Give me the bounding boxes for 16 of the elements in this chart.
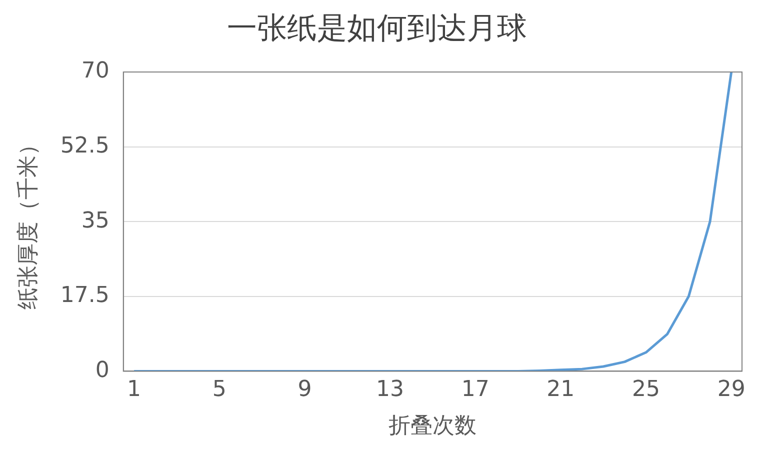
x-axis-title: 折叠次数 xyxy=(388,414,477,439)
y-axis-title: 纸张厚度（千米） xyxy=(16,134,41,310)
x-tick-label: 5 xyxy=(212,377,226,402)
x-tick-label: 17 xyxy=(461,377,490,402)
x-tick-label: 25 xyxy=(632,377,660,402)
x-tick-label: 9 xyxy=(298,377,312,402)
x-tick-label: 29 xyxy=(717,377,746,402)
y-tick-label: 17.5 xyxy=(60,283,110,308)
chart-title: 一张纸是如何到达月球 xyxy=(227,10,527,46)
x-tick-label: 21 xyxy=(546,377,575,402)
x-tick-label: 1 xyxy=(127,377,142,402)
y-tick-label: 0 xyxy=(95,358,110,383)
y-tick-label: 35 xyxy=(81,208,110,234)
x-tick-label: 13 xyxy=(376,377,404,402)
y-tick-label: 70 xyxy=(81,58,110,84)
y-tick-label: 52.5 xyxy=(60,134,110,159)
